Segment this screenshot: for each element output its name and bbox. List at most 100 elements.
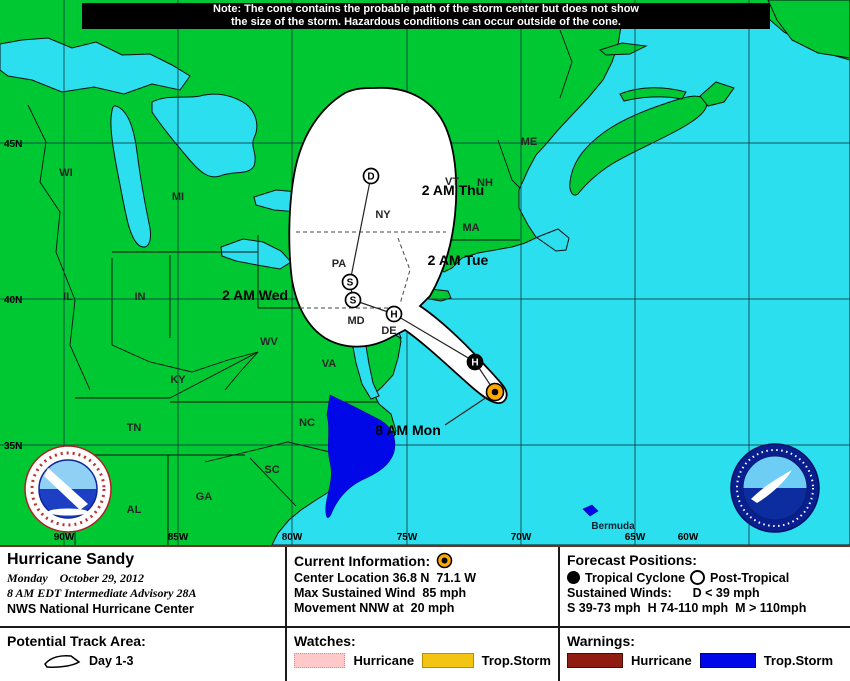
note-banner: Note: The cone contains the probable pat… — [82, 3, 770, 29]
lon-label: 80W — [282, 532, 303, 543]
sustained-winds-line: Sustained Winds: D < 39 mph — [567, 586, 760, 600]
legend-area: Hurricane Sandy Monday October 29, 2012 … — [0, 545, 850, 681]
post-tropical-marker-h — [385, 305, 403, 323]
watches-header: Watches: — [294, 633, 356, 649]
current-position-center-dot — [491, 388, 499, 396]
lon-label: 90W — [54, 532, 75, 543]
ts-warning-label: Trop.Storm — [763, 653, 834, 668]
note-line1: Note: The cone contains the probable pat… — [213, 3, 639, 15]
coordinate-labels: 45N 40N 35N 90W 85W 80W 75W 70W 65W 60W — [4, 139, 699, 543]
legend-row-1: Hurricane Sandy Monday October 29, 2012 … — [0, 547, 850, 628]
time-label: 2 AM Tue — [428, 252, 489, 268]
state-label-in: IN — [135, 291, 146, 303]
state-label-wv: WV — [260, 336, 278, 348]
lon-label: 60W — [678, 532, 699, 543]
current-info-header: Current Information: — [294, 552, 431, 569]
state-labels: WI MI IL IN KY TN AL GA SC NC VA WV PA NY MD DE VT NH MA ME — [59, 136, 537, 516]
state-label-ma: MA — [462, 222, 479, 234]
watches-panel: Watches: Hurricane Trop.Storm — [287, 628, 560, 681]
state-label-il: IL — [63, 291, 73, 303]
movement: Movement NNW at 20 mph — [294, 601, 455, 615]
hurricane-warning-label: Hurricane — [631, 653, 692, 668]
time-label: 2 AM Wed — [222, 287, 288, 303]
lat-label: 35N — [4, 441, 22, 452]
state-label-me: ME — [521, 136, 538, 148]
prince-edward-island — [619, 87, 687, 102]
state-label-pa: PA — [332, 258, 347, 270]
state-label-tn: TN — [127, 422, 142, 434]
lat-label: 40N — [4, 295, 22, 306]
noaa-logo — [730, 443, 820, 533]
tropical-cyclone-icon — [567, 571, 580, 584]
chesapeake-bay — [351, 329, 380, 400]
day-1-3-label: Day 1-3 — [89, 654, 134, 668]
marker-letter: S — [347, 278, 354, 289]
forecast-cone — [288, 87, 508, 404]
storm-info-panel: Hurricane Sandy Monday October 29, 2012 … — [0, 547, 287, 626]
legend-row-2: Potential Track Area: Day 1-3 Watches: H… — [0, 628, 850, 681]
state-label-sc: SC — [264, 464, 279, 476]
state-label-md: MD — [347, 315, 364, 327]
state-label-ky: KY — [170, 374, 186, 386]
storm-agency: NWS National Hurricane Center — [7, 602, 194, 616]
marker-letter: D — [367, 172, 374, 183]
nws-logo — [24, 445, 112, 533]
bermuda-text: Bermuda — [591, 521, 635, 532]
note-line2: the size of the storm. Hazardous conditi… — [231, 16, 621, 28]
storm-advisory: 8 AM EDT Intermediate Advisory 28A — [7, 586, 197, 600]
current-label-leader-line — [444, 396, 488, 426]
state-label-nc: NC — [299, 417, 315, 429]
potential-track-area-panel: Potential Track Area: Day 1-3 — [0, 628, 287, 681]
storm-title: Hurricane Sandy — [7, 551, 135, 568]
map-svg: D SS H H 45N 40N 35N 90W 85W 80W 75W 70W 65W 60W WI M… — [0, 0, 850, 545]
time-label: 2 AM Thu — [422, 182, 484, 198]
storm-date: Monday October 29, 2012 — [7, 571, 144, 585]
state-label-va: VA — [322, 358, 337, 370]
lake-superior — [0, 37, 191, 95]
lat-label: 45N — [4, 139, 22, 150]
ts-warning-area-nc — [325, 394, 396, 518]
current-position-icon — [436, 552, 453, 569]
post-tropical-marker-d — [362, 167, 380, 185]
tropical-cyclone-marker-h — [466, 353, 484, 371]
current-info-panel: Current Information: Center Location 36.… — [287, 547, 560, 626]
forecast-positions-panel: Forecast Positions: Tropical Cyclone Pos… — [560, 547, 850, 626]
state-label-de: DE — [381, 325, 396, 337]
state-label-wi: WI — [59, 167, 72, 179]
state-label-vt: VT — [445, 176, 459, 188]
lake-erie — [220, 238, 292, 270]
hurricane-watch-swatch — [294, 653, 346, 668]
post-tropical-marker-s — [341, 273, 359, 291]
wind-categories-line: S 39-73 mph H 74-110 mph M > 110mph — [567, 601, 807, 615]
state-borders — [27, 29, 573, 545]
forecast-positions-header: Forecast Positions: — [567, 552, 697, 568]
post-tropical-label: Post-Tropical — [710, 570, 790, 585]
hurricane-warning-swatch — [567, 653, 623, 668]
borders-through-cone — [296, 231, 446, 309]
newfoundland-corner — [767, 0, 850, 59]
cape-breton — [699, 81, 735, 107]
hurricane-watch-label: Hurricane — [353, 653, 415, 668]
marker-letter: H — [471, 358, 478, 369]
lon-label: 75W — [397, 532, 418, 543]
time-label: 8 AM Mon — [375, 422, 441, 438]
potential-track-header: Potential Track Area: — [7, 633, 146, 649]
max-sustained-wind: Max Sustained Wind 85 mph — [294, 586, 467, 600]
cone-icon — [44, 655, 81, 668]
tropical-cyclone-label: Tropical Cyclone — [585, 570, 686, 585]
marker-letter: S — [350, 296, 357, 307]
state-label-ga: GA — [196, 491, 213, 503]
post-tropical-marker-s — [344, 291, 362, 309]
forecast-position-markers: D SS H H — [341, 167, 505, 402]
post-tropical-icon — [690, 570, 706, 585]
lon-label: 65W — [625, 532, 646, 543]
lon-label: 85W — [168, 532, 189, 543]
ts-watch-swatch — [422, 653, 474, 668]
lake-michigan — [110, 105, 151, 248]
state-label-nh: NH — [477, 177, 493, 189]
warnings-panel: Warnings: Hurricane Trop.Storm — [560, 628, 850, 681]
ts-warning-bermuda-dot — [582, 504, 599, 517]
warnings-header: Warnings: — [567, 633, 635, 649]
